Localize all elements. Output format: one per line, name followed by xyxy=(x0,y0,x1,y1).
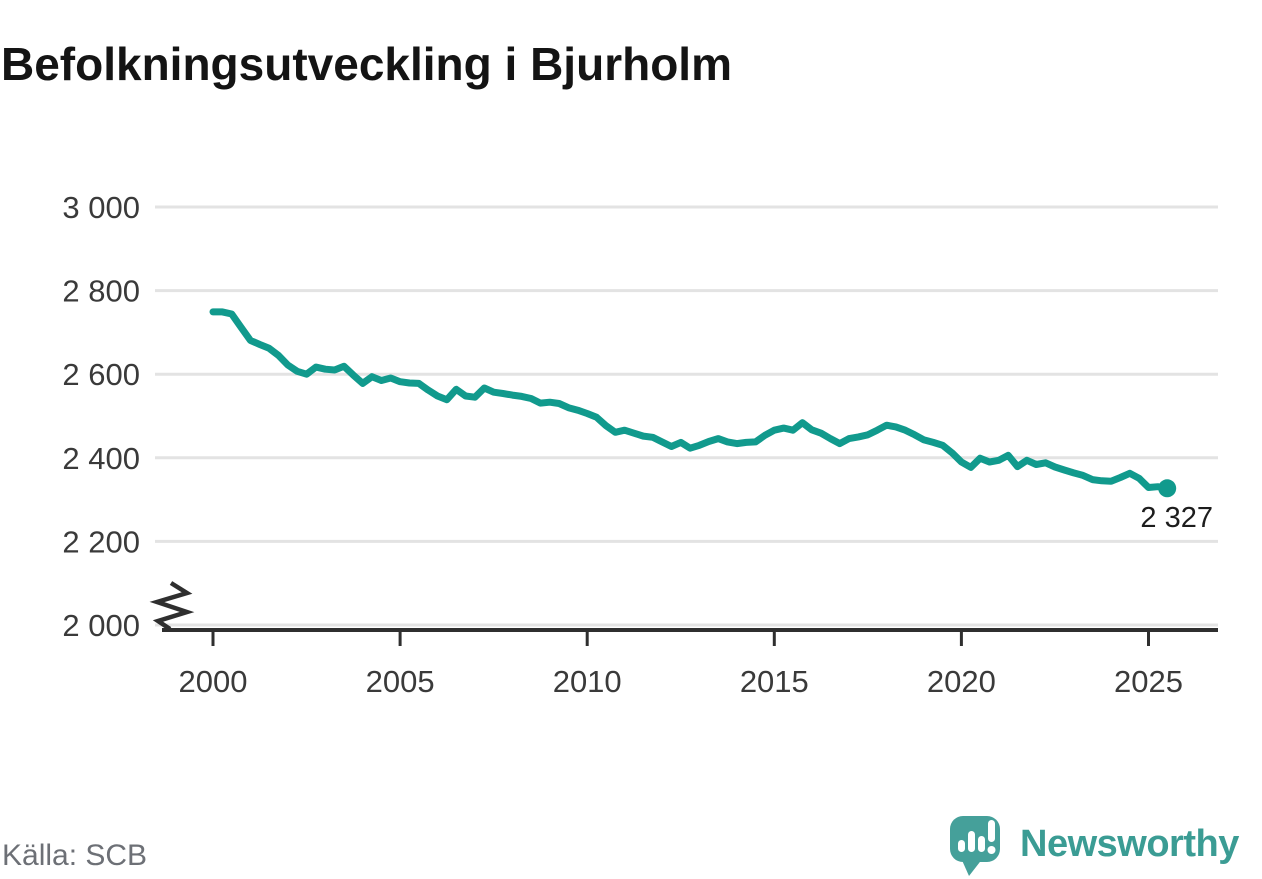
x-tick-label: 2005 xyxy=(366,664,435,699)
x-tick-label: 2015 xyxy=(740,664,809,699)
page-title: Befolkningsutveckling i Bjurholm xyxy=(1,37,732,90)
newsworthy-logo: Newsworthy xyxy=(947,814,1239,878)
y-tick-label: 2 800 xyxy=(62,274,140,309)
x-tick-label: 2025 xyxy=(1114,664,1183,699)
x-tick-label: 2000 xyxy=(179,664,248,699)
y-tick-label: 2 000 xyxy=(62,608,140,643)
y-tick-label: 2 400 xyxy=(62,441,140,476)
last-value-label: 2 327 xyxy=(1140,502,1213,534)
x-axis-ticks xyxy=(211,630,1150,646)
x-tick-label: 2010 xyxy=(553,664,622,699)
source-note: Källa: SCB xyxy=(2,839,148,872)
brand-wordmark: Newsworthy xyxy=(1020,823,1239,865)
series-line xyxy=(209,308,1177,498)
axis-tick-labels: 3 000 2 800 2 600 2 400 2 200 2 000 2000 2005 20… xyxy=(62,190,1183,699)
population-series-path xyxy=(209,308,1171,492)
last-point-marker xyxy=(1158,479,1177,498)
y-tick-label: 2 200 xyxy=(62,524,140,559)
y-gridlines xyxy=(155,205,1218,627)
y-tick-label: 3 000 xyxy=(62,190,140,225)
speech-bubble-bar-chart-icon xyxy=(950,816,1000,876)
x-tick-label: 2020 xyxy=(927,664,996,699)
y-tick-label: 2 600 xyxy=(62,357,140,392)
y-axis-break-icon xyxy=(149,581,195,631)
